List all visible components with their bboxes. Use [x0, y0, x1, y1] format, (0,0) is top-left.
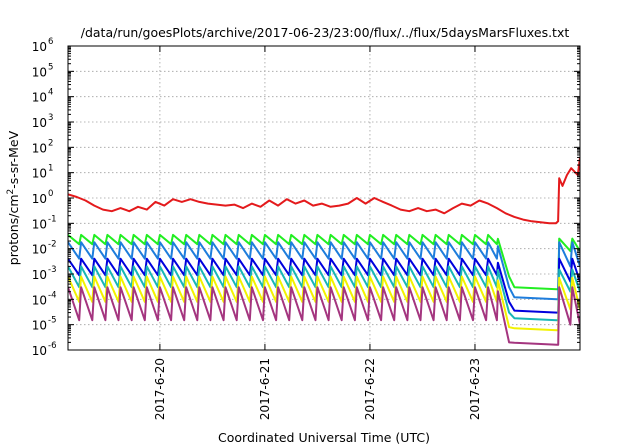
- y-tick-label: 10: [32, 243, 47, 257]
- y-tick-label: 10: [32, 141, 47, 155]
- y-tick-label: 10: [32, 293, 47, 307]
- y-tick-label: 10: [32, 91, 47, 105]
- y-tick-label: 10: [32, 167, 47, 181]
- y-tick-exponent: 0: [48, 189, 53, 199]
- y-tick-exponent: 5: [48, 62, 53, 72]
- y-tick-exponent: 3: [48, 113, 53, 123]
- y-tick-exponent: -1: [48, 214, 56, 224]
- y-axis: 10 -610 -510 -410 -310 -210 -110 010 110 210 310 41…: [32, 37, 580, 358]
- y-axis-label: protons/cm2-s-sr-MeV: [6, 130, 21, 265]
- y-tick-label: 10: [32, 319, 47, 333]
- chart-title: /data/run/goesPlots/archive/2017-06-23/2…: [81, 25, 570, 40]
- x-axis-label: Coordinated Universal Time (UTC): [218, 430, 430, 445]
- x-tick-label: 2017-6-23: [468, 358, 482, 420]
- y-tick-exponent: -3: [48, 265, 56, 275]
- flux-series-line: [68, 286, 580, 346]
- y-tick-exponent: 6: [48, 37, 53, 47]
- y-tick-label: 10: [32, 40, 47, 54]
- y-tick-exponent: 2: [48, 138, 53, 148]
- y-tick-label: 10: [32, 116, 47, 130]
- y-tick-exponent: -5: [48, 316, 56, 326]
- flux-series-line: [68, 257, 580, 314]
- y-tick-exponent: -2: [48, 240, 56, 250]
- y-tick-exponent: 4: [48, 88, 53, 98]
- y-tick-exponent: -4: [48, 290, 56, 300]
- flux-series-line: [68, 275, 580, 332]
- flux-series-line: [68, 233, 580, 291]
- flux-series-line: [68, 157, 580, 225]
- y-tick-exponent: 1: [48, 164, 53, 174]
- y-tick-exponent: -6: [48, 341, 56, 351]
- x-tick-label: 2017-6-20: [153, 358, 167, 420]
- x-tick-label: 2017-6-21: [258, 358, 272, 420]
- flux-series-line: [68, 265, 580, 322]
- x-axis: 2017-6-20 2017-6-21 2017-6-22 2017-6-23: [153, 46, 482, 420]
- y-tick-label: 10: [32, 192, 47, 206]
- y-tick-label: 10: [32, 217, 47, 231]
- series-group: [68, 157, 580, 346]
- y-tick-label: 10: [32, 268, 47, 282]
- flux-series-line: [68, 241, 580, 301]
- x-tick-label: 2017-6-22: [363, 358, 377, 420]
- y-tick-label: 10: [32, 65, 47, 79]
- y-tick-label: 10: [32, 344, 47, 358]
